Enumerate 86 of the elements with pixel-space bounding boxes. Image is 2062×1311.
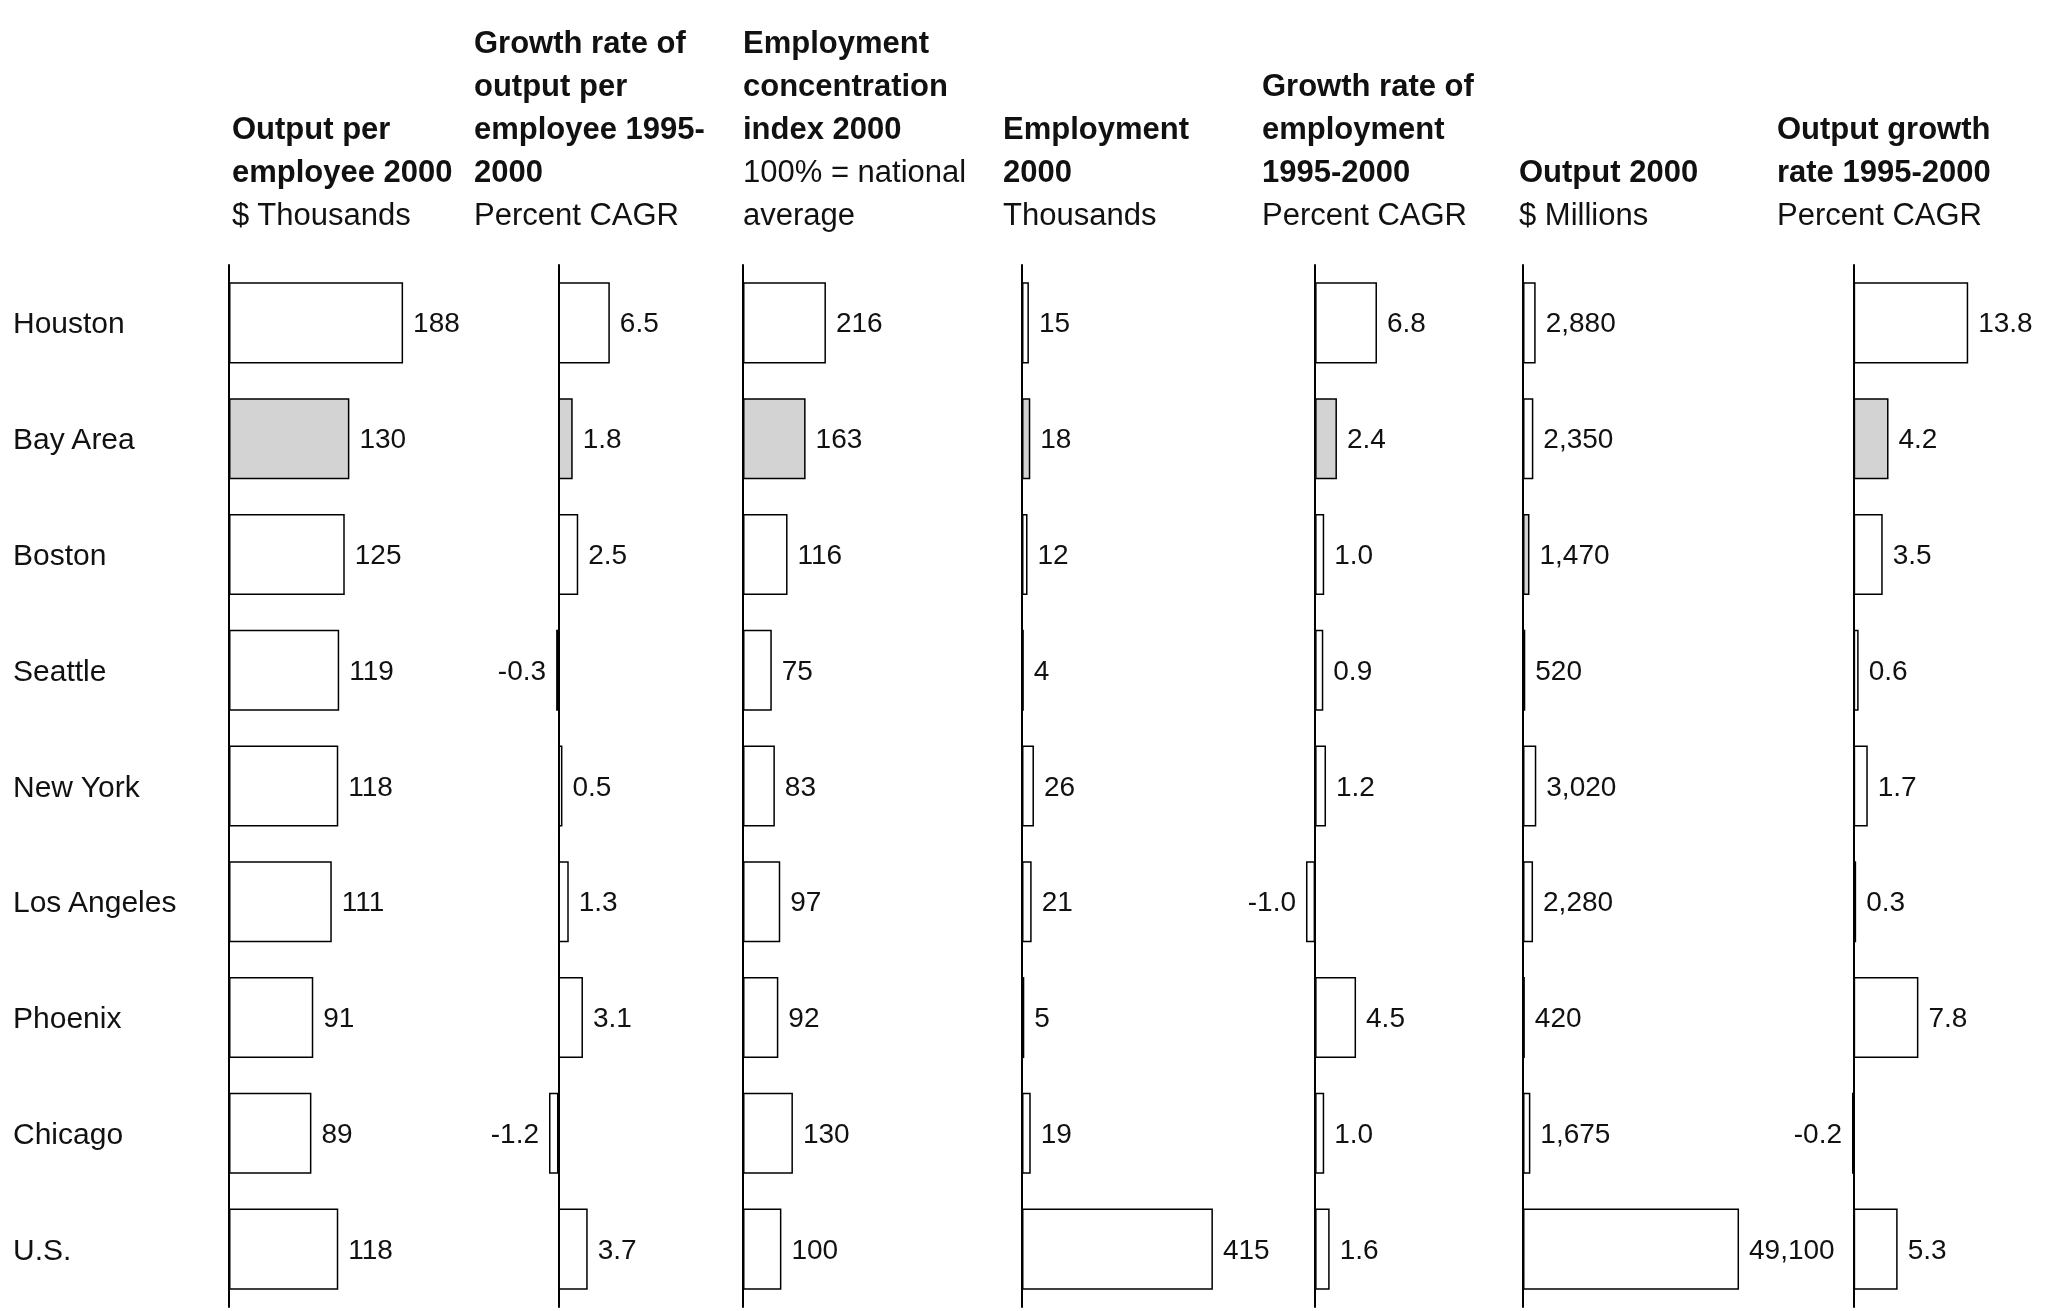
data-label: 7.8 xyxy=(1928,1002,1968,1034)
data-label: 188 xyxy=(413,307,460,339)
data-label: 2.4 xyxy=(1346,423,1386,455)
chart-subtitle: Percent CAGR xyxy=(473,196,680,234)
chart-subtitle: Thousands xyxy=(1003,196,1158,234)
data-label: 125 xyxy=(354,538,402,570)
data-label: 1.8 xyxy=(582,423,622,455)
data-label: 118 xyxy=(348,770,393,802)
data-label: 2,880 xyxy=(1545,307,1616,339)
data-label: 4 xyxy=(1033,654,1050,686)
chart-title: Output growth rate 1995-2000 xyxy=(1776,110,1992,191)
data-label: 2,280 xyxy=(1543,886,1614,918)
y-tick-label: Phoenix xyxy=(13,1001,122,1035)
data-label: 1.6 xyxy=(1339,1233,1379,1265)
chart-title: Growth rate of employment 1995-2000 xyxy=(1261,67,1475,191)
chart-title: Output per employee 2000 xyxy=(232,110,454,191)
data-label: 5.3 xyxy=(1907,1233,1947,1265)
data-label: 0.9 xyxy=(1333,654,1373,686)
data-label: 130 xyxy=(802,1117,850,1149)
y-tick-label: Boston xyxy=(13,537,107,571)
data-label: 97 xyxy=(790,886,822,918)
data-label: 1.3 xyxy=(578,886,618,918)
data-label: -0.3 xyxy=(497,654,546,686)
data-label: 3,020 xyxy=(1546,770,1617,802)
y-tick-label: Seattle xyxy=(13,653,107,687)
data-label: 111 xyxy=(341,886,385,918)
data-label: 92 xyxy=(788,1002,820,1034)
data-label: 4.2 xyxy=(1898,423,1938,455)
data-label: 520 xyxy=(1535,654,1583,686)
chart-title: Employment 2000 xyxy=(1003,110,1191,191)
data-label: 3.5 xyxy=(1893,538,1932,570)
data-label: -0.2 xyxy=(1794,1117,1843,1149)
data-label: 18 xyxy=(1040,423,1072,455)
data-label: 75 xyxy=(781,654,813,686)
data-label: 1,470 xyxy=(1539,538,1610,570)
y-tick-label: New York xyxy=(13,769,141,803)
data-label: 415 xyxy=(1222,1233,1270,1265)
data-label: -1.2 xyxy=(490,1117,539,1149)
chart-subtitle: Percent CAGR xyxy=(1776,196,1983,234)
data-label: 420 xyxy=(1534,1002,1582,1034)
data-label: 4.5 xyxy=(1365,1002,1405,1034)
data-label: 5 xyxy=(1034,1002,1050,1034)
data-label: 100 xyxy=(791,1233,839,1265)
data-label: 216 xyxy=(835,307,883,339)
chart-subtitle: $ Millions xyxy=(1519,196,1650,234)
data-label: 6.8 xyxy=(1386,307,1426,339)
chart-title: Growth rate of output per employee 1995-2000 xyxy=(473,24,706,191)
data-label: 91 xyxy=(323,1002,355,1034)
chart-title: Employment concentration index 2000 xyxy=(743,24,949,148)
chart-subtitle: Percent CAGR xyxy=(1261,196,1468,234)
chart-subtitle: $ Thousands xyxy=(232,196,412,234)
data-label: 83 xyxy=(784,770,817,802)
data-label: 15 xyxy=(1038,307,1071,339)
data-label: 89 xyxy=(321,1117,353,1149)
data-label: 116 xyxy=(797,538,843,570)
chart-title: Output 2000 xyxy=(1519,153,1700,191)
data-label: 13.8 xyxy=(1978,307,2034,339)
y-tick-label: Los Angeles xyxy=(13,885,177,919)
data-label: 12 xyxy=(1037,538,1069,570)
data-label: 26 xyxy=(1043,770,1076,802)
data-label: 1.7 xyxy=(1878,770,1918,802)
data-label: 118 xyxy=(348,1233,393,1265)
y-tick-label: Bay Area xyxy=(13,422,136,456)
data-label: 49,100 xyxy=(1749,1233,1835,1265)
chart-subtitle: 100% = national average xyxy=(743,153,968,234)
data-label: 2.5 xyxy=(587,538,627,570)
data-label: -1.0 xyxy=(1247,886,1296,918)
data-label: 0.6 xyxy=(1868,654,1908,686)
data-label: 130 xyxy=(359,423,407,455)
data-label: 0.3 xyxy=(1866,886,1906,918)
data-label: 3.7 xyxy=(597,1233,637,1265)
data-label: 0.5 xyxy=(571,770,611,802)
data-label: 2,350 xyxy=(1543,423,1614,455)
data-label: 3.1 xyxy=(592,1002,632,1034)
data-label: 1.0 xyxy=(1334,538,1374,570)
data-label: 163 xyxy=(815,423,863,455)
y-tick-label: Chicago xyxy=(13,1116,124,1150)
data-label: 19 xyxy=(1040,1117,1072,1149)
data-label: 1,675 xyxy=(1540,1117,1611,1149)
y-tick-label: Houston xyxy=(13,306,125,340)
y-tick-label: U.S. xyxy=(13,1232,72,1266)
data-label: 1.2 xyxy=(1335,770,1375,802)
data-label: 1.0 xyxy=(1334,1117,1374,1149)
data-label: 119 xyxy=(349,654,394,686)
data-label: 21 xyxy=(1041,886,1073,918)
data-label: 6.5 xyxy=(619,307,659,339)
